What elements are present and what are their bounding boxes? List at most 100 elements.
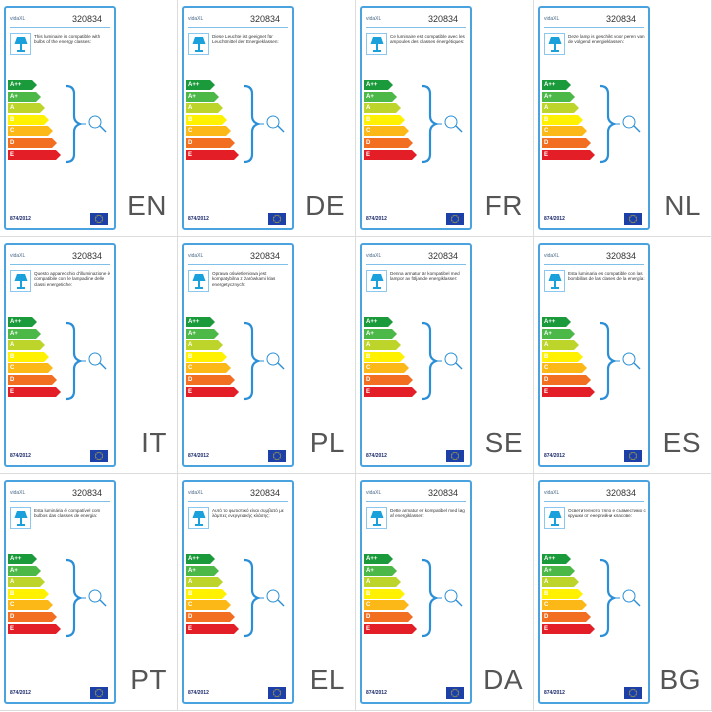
brand-name: vidaXL (366, 253, 382, 259)
energy-class-label: D (10, 376, 15, 383)
energy-class-scale: A++ A+ A B C D E (542, 80, 595, 161)
table-lamp-icon (544, 507, 565, 529)
energy-class-label: E (188, 388, 193, 395)
energy-class-label: A++ (544, 556, 556, 562)
compatible-classes-brace-icon (242, 321, 290, 406)
regulation-number: 874/2012 (544, 216, 565, 222)
energy-class-label: E (10, 625, 15, 632)
energy-class-arrow: A+ (8, 91, 41, 102)
energy-class-label: A (544, 579, 549, 586)
energy-class-label: A (366, 579, 371, 586)
energy-class-arrow: C (8, 126, 53, 137)
energy-class-label: C (188, 128, 193, 135)
energy-class-arrow: A++ (542, 317, 571, 327)
energy-class-arrow: C (542, 363, 587, 374)
energy-class-scale: A++ A+ A B C D E (8, 554, 61, 635)
regulation-number: 874/2012 (188, 216, 209, 222)
energy-class-arrow: E (8, 386, 61, 397)
bulb-icon (80, 115, 107, 133)
energy-class-arrow: A+ (364, 565, 397, 576)
energy-class-arrow: C (186, 126, 231, 137)
energy-class-arrow: A (542, 340, 579, 351)
energy-class-label: E (544, 625, 549, 632)
energy-class-label: A (188, 342, 193, 349)
eu-flag-icon (624, 687, 642, 699)
energy-class-arrow: D (364, 374, 413, 385)
compatible-classes-brace-icon (598, 321, 646, 406)
energy-class-arrow: A++ (364, 80, 393, 90)
compatibility-text: Denna armatur är kompatibel med lampor a… (390, 271, 460, 282)
energy-class-arrow: D (8, 137, 57, 148)
energy-class-scale: A++ A+ A B C D E (8, 80, 61, 161)
energy-class-arrow: A++ (542, 80, 571, 90)
divider (544, 501, 644, 502)
energy-class-label: A (366, 342, 371, 349)
regulation-number: 874/2012 (366, 690, 387, 696)
energy-class-arrow: E (8, 149, 61, 160)
energy-class-arrow: A+ (364, 328, 397, 339)
energy-class-arrow: E (542, 623, 595, 634)
brand-name: vidaXL (10, 490, 26, 496)
regulation-number: 874/2012 (10, 216, 31, 222)
energy-class-label: A (10, 105, 15, 112)
energy-class-label: A+ (188, 567, 196, 574)
divider (366, 27, 466, 28)
divider (188, 501, 288, 502)
energy-class-label: C (366, 365, 371, 372)
brand-name: vidaXL (544, 253, 560, 259)
regulation-number: 874/2012 (10, 453, 31, 459)
model-number: 320834 (71, 14, 102, 24)
energy-class-arrow: B (542, 588, 583, 599)
language-code: EL (309, 664, 345, 695)
energy-class-label: D (366, 376, 371, 383)
energy-class-label: A (188, 105, 193, 112)
energy-class-arrow: A+ (8, 328, 41, 339)
compatibility-text: Esta luminaria es compatible con las bom… (568, 271, 645, 282)
energy-class-arrow: B (8, 588, 49, 599)
divider (188, 264, 288, 265)
energy-class-arrow: B (8, 114, 49, 125)
energy-class-arrow: A+ (186, 91, 219, 102)
energy-class-arrow: E (186, 149, 239, 160)
label-cell-se: vidaXL 320834 Denna armatur är kompatibel … (356, 237, 534, 474)
energy-class-arrow: D (364, 611, 413, 622)
compatible-classes-brace-icon (64, 84, 112, 169)
energy-class-label: A++ (544, 82, 556, 88)
energy-class-label: B (366, 116, 371, 123)
energy-class-arrow: A+ (8, 565, 41, 576)
compatibility-text: Diese Leuchte ist geeignet für Leuchtmit… (212, 34, 279, 45)
energy-class-arrow: C (186, 363, 231, 374)
energy-class-label: A (544, 105, 549, 112)
energy-class-label: A++ (366, 319, 378, 325)
energy-class-arrow: B (186, 114, 227, 125)
model-number: 320834 (605, 14, 636, 24)
energy-class-arrow: D (542, 137, 591, 148)
table-lamp-icon (10, 33, 31, 55)
energy-class-label: B (10, 353, 15, 360)
energy-class-label: A++ (366, 82, 378, 88)
energy-class-arrow: A (186, 103, 223, 114)
language-code: DE (305, 190, 345, 221)
brand-name: vidaXL (366, 16, 382, 22)
brand-name: vidaXL (188, 253, 204, 259)
eu-flag-icon (90, 450, 108, 462)
energy-class-arrow: A++ (8, 554, 37, 564)
energy-class-label: B (188, 116, 193, 123)
compatibility-text: Deze lamp is geschikt voor peren van de … (568, 34, 645, 45)
energy-class-label: A+ (366, 93, 374, 100)
language-code: BG (659, 664, 701, 695)
label-cell-pl: vidaXL 320834 Oprawa oświetleniowa jest ko… (178, 237, 356, 474)
energy-label: vidaXL 320834 This luminaire is compatible… (4, 6, 116, 230)
energy-class-label: B (10, 590, 15, 597)
energy-class-label: B (544, 590, 549, 597)
table-lamp-icon (366, 270, 387, 292)
energy-class-arrow: B (364, 351, 405, 362)
compatibility-text: Esta luminária é compatível com bulbos d… (34, 508, 101, 519)
energy-label: vidaXL 320834 Denna armatur är kompatibel … (360, 243, 472, 467)
label-cell-el: vidaXL 320834 Αυτό το φωτιστικό είναι συμβ… (178, 474, 356, 711)
energy-class-arrow: A++ (8, 80, 37, 90)
energy-class-arrow: A (186, 340, 223, 351)
energy-class-arrow: A (364, 577, 401, 588)
energy-class-scale: A++ A+ A B C D E (542, 317, 595, 398)
energy-class-arrow: B (186, 588, 227, 599)
